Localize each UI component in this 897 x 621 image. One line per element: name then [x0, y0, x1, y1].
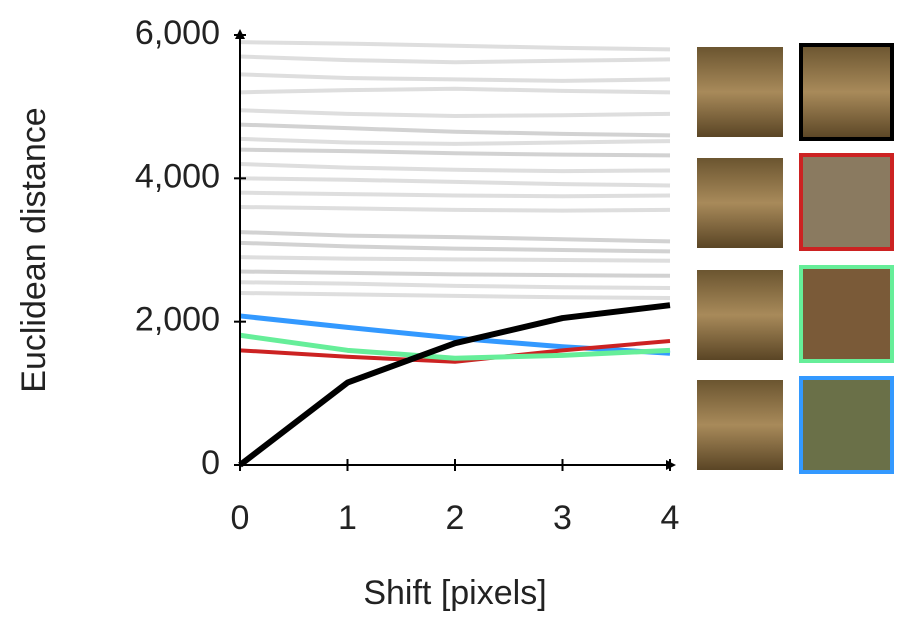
thumbnail [697, 270, 783, 360]
data-line [239, 108, 671, 118]
data-line [239, 40, 671, 52]
data-line [239, 86, 671, 95]
data-line [239, 190, 671, 199]
x-tick-label: 3 [553, 499, 572, 537]
data-line [238, 302, 671, 468]
thumbnail [697, 380, 783, 470]
y-tick-label: 6,000 [135, 14, 220, 52]
x-tick-label: 4 [661, 499, 680, 537]
data-line [239, 176, 671, 188]
data-line [239, 339, 671, 364]
data-line [239, 269, 671, 278]
data-line [239, 162, 671, 174]
data-line [239, 122, 671, 138]
thumbnail [799, 265, 894, 363]
data-line [239, 205, 671, 213]
data-line [239, 72, 671, 83]
thumbnails [697, 43, 894, 474]
data-line [239, 280, 671, 290]
data-line [239, 240, 671, 254]
y-tick-label: 4,000 [135, 157, 220, 195]
x-tick-label: 1 [338, 499, 357, 537]
data-line [239, 230, 671, 244]
data-line [239, 147, 671, 158]
thumbnail [697, 158, 783, 248]
y-axis-title: Euclidean distance [15, 107, 53, 392]
data-line [239, 332, 671, 361]
y-tick-label: 0 [201, 444, 220, 482]
data-line [239, 54, 671, 65]
thumbnail [799, 376, 894, 474]
x-tick-label: 2 [446, 499, 465, 537]
thumbnail [799, 153, 894, 251]
thumbnail [799, 43, 894, 141]
data-line [239, 291, 671, 301]
data-line [239, 136, 671, 146]
data-line [239, 255, 671, 263]
x-axis-title: Shift [pixels] [363, 574, 546, 612]
thumbnail [697, 47, 783, 137]
y-tick-label: 2,000 [135, 301, 220, 339]
x-tick-label: 0 [231, 499, 250, 537]
